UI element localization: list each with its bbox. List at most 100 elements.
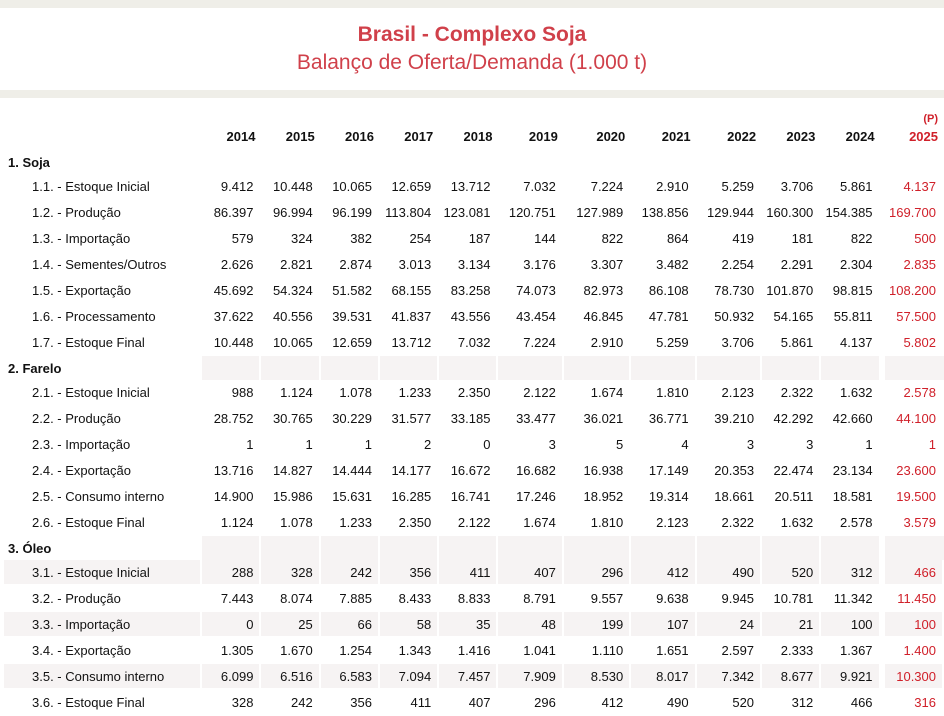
value-cell: 3 bbox=[498, 432, 564, 458]
value-cell: 288 bbox=[202, 560, 262, 586]
empty-cell bbox=[697, 150, 762, 174]
value-cell: 1.632 bbox=[821, 380, 881, 406]
value-cell: 28.752 bbox=[202, 406, 262, 432]
value-cell: 33.477 bbox=[498, 406, 564, 432]
value-cell: 466 bbox=[821, 690, 881, 716]
value-cell: 6.583 bbox=[320, 664, 380, 690]
projection-cell: 500 bbox=[884, 226, 944, 252]
value-cell: 1.632 bbox=[762, 510, 822, 536]
table-row: 1.2. - Produção 86.397 96.994 96.199 113.804… bbox=[4, 200, 944, 226]
value-cell: 13.712 bbox=[439, 174, 499, 200]
value-cell: 54.324 bbox=[261, 278, 321, 304]
value-cell: 41.837 bbox=[379, 304, 440, 330]
projection-cell: 100 bbox=[884, 612, 944, 638]
page-subtitle: Balanço de Oferta/Demanda (1.000 t) bbox=[296, 51, 648, 74]
value-cell: 18.661 bbox=[696, 484, 763, 510]
value-cell: 74.073 bbox=[498, 278, 564, 304]
value-cell: 3.482 bbox=[631, 252, 697, 278]
empty-cell bbox=[696, 356, 763, 380]
table-row: 1.5. - Exportação 45.692 54.324 51.582 68.15… bbox=[4, 278, 944, 304]
value-cell: 7.885 bbox=[320, 586, 380, 612]
value-cell: 6.099 bbox=[202, 664, 262, 690]
empty-cell bbox=[884, 356, 944, 380]
empty-cell bbox=[320, 356, 380, 380]
page-title: Brasil - Complexo Soja bbox=[357, 23, 587, 46]
value-cell: 1.041 bbox=[498, 638, 564, 664]
value-cell: 101.870 bbox=[762, 278, 822, 304]
row-label: 2.5. - Consumo interno bbox=[4, 484, 203, 510]
empty-cell bbox=[498, 150, 563, 174]
value-cell: 7.909 bbox=[498, 664, 564, 690]
value-cell: 0 bbox=[439, 432, 499, 458]
value-cell: 2 bbox=[379, 432, 440, 458]
value-cell: 1 bbox=[202, 432, 262, 458]
table-row: 2.1. - Estoque Inicial 988 1.124 1.078 1.233… bbox=[4, 380, 944, 406]
column-gap bbox=[880, 278, 885, 304]
value-cell: 123.081 bbox=[439, 200, 499, 226]
table-row: 3.1. - Estoque Inicial 288 328 242 356 411 407… bbox=[4, 560, 944, 586]
empty-cell bbox=[261, 536, 321, 560]
value-cell: 33.185 bbox=[439, 406, 499, 432]
value-cell: 4.137 bbox=[821, 330, 881, 356]
value-cell: 3.706 bbox=[696, 330, 763, 356]
value-cell: 43.556 bbox=[439, 304, 499, 330]
value-cell: 5 bbox=[563, 432, 632, 458]
value-cell: 15.631 bbox=[320, 484, 380, 510]
value-cell: 1.343 bbox=[379, 638, 440, 664]
value-cell: 1.810 bbox=[631, 380, 697, 406]
value-cell: 324 bbox=[261, 226, 321, 252]
column-gap bbox=[880, 664, 885, 690]
column-gap bbox=[880, 586, 885, 612]
empty-cell bbox=[261, 356, 321, 380]
value-cell: 66 bbox=[320, 612, 380, 638]
value-cell: 13.712 bbox=[379, 330, 440, 356]
value-cell: 2.123 bbox=[631, 510, 697, 536]
value-cell: 46.845 bbox=[563, 304, 632, 330]
empty-cell bbox=[696, 536, 763, 560]
column-gap bbox=[880, 432, 885, 458]
value-cell: 2.821 bbox=[261, 252, 321, 278]
value-cell: 120.751 bbox=[498, 200, 564, 226]
value-cell: 31.577 bbox=[379, 406, 440, 432]
value-cell: 96.199 bbox=[320, 200, 380, 226]
row-label: 3.5. - Consumo interno bbox=[4, 664, 203, 690]
value-cell: 39.531 bbox=[320, 304, 380, 330]
empty-cell bbox=[762, 356, 822, 380]
value-cell: 42.660 bbox=[821, 406, 881, 432]
projection-cell: 1 bbox=[884, 432, 944, 458]
balance-table: 2014 2015 2016 2017 2018 2019 2020 2021 2022 2023… bbox=[4, 98, 944, 716]
header-separator bbox=[0, 90, 944, 98]
projection-cell: 44.100 bbox=[884, 406, 944, 432]
value-cell: 7.457 bbox=[439, 664, 499, 690]
value-cell: 3.176 bbox=[498, 252, 564, 278]
value-cell: 5.259 bbox=[696, 174, 763, 200]
value-cell: 199 bbox=[563, 612, 632, 638]
value-cell: 17.149 bbox=[631, 458, 697, 484]
column-gap bbox=[880, 406, 885, 432]
value-cell: 16.938 bbox=[563, 458, 632, 484]
value-cell: 579 bbox=[202, 226, 262, 252]
projection-cell: 4.137 bbox=[884, 174, 944, 200]
year-header: 2023 bbox=[786, 129, 816, 144]
empty-cell bbox=[885, 150, 944, 174]
value-cell: 127.989 bbox=[563, 200, 632, 226]
value-cell: 988 bbox=[202, 380, 262, 406]
value-cell: 9.557 bbox=[563, 586, 632, 612]
value-cell: 10.065 bbox=[261, 330, 321, 356]
value-cell: 10.065 bbox=[320, 174, 380, 200]
value-cell: 4 bbox=[631, 432, 697, 458]
value-cell: 36.771 bbox=[631, 406, 697, 432]
value-cell: 16.741 bbox=[439, 484, 499, 510]
row-label: 3.3. - Importação bbox=[4, 612, 203, 638]
value-cell: 419 bbox=[696, 226, 763, 252]
value-cell: 1 bbox=[320, 432, 380, 458]
projection-cell: 1.400 bbox=[884, 638, 944, 664]
value-cell: 9.945 bbox=[696, 586, 763, 612]
value-cell: 2.291 bbox=[762, 252, 822, 278]
value-cell: 16.672 bbox=[439, 458, 499, 484]
value-cell: 19.314 bbox=[631, 484, 697, 510]
row-label: 3.1. - Estoque Inicial bbox=[4, 560, 203, 586]
value-cell: 1.670 bbox=[261, 638, 321, 664]
row-label: 1.7. - Estoque Final bbox=[4, 330, 203, 356]
value-cell: 30.229 bbox=[320, 406, 380, 432]
